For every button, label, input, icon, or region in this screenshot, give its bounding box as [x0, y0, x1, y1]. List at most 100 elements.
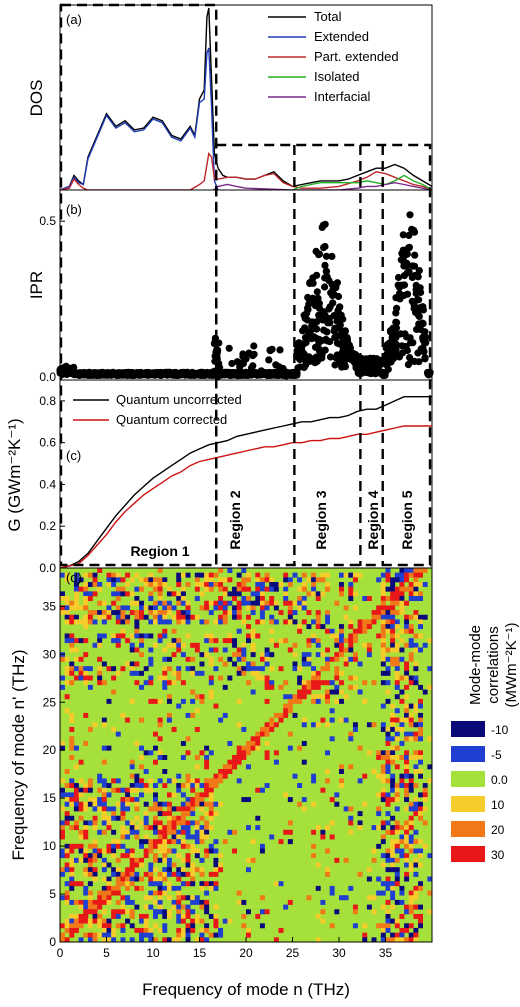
- ipr-point: [419, 344, 427, 352]
- heatmap-cell: [404, 600, 410, 606]
- heatmap-cell: [250, 605, 256, 611]
- heatmap-cell: [250, 736, 256, 742]
- heatmap-cell: [380, 834, 386, 840]
- heatmap-cell: [101, 801, 107, 807]
- heatmap-cell: [255, 913, 261, 919]
- heatmap-cell: [87, 591, 93, 597]
- heatmap-cell: [385, 778, 391, 784]
- heatmap-cell: [264, 600, 270, 606]
- heatmap-cell: [404, 792, 410, 798]
- heatmap-cell: [73, 591, 79, 597]
- heatmap-cell: [148, 591, 154, 597]
- heatmap-cell: [199, 937, 205, 943]
- heatmap-cell: [153, 582, 158, 587]
- heatmap-cell: [418, 769, 423, 774]
- heatmap-cell: [348, 638, 354, 644]
- heatmap-cell: [97, 675, 103, 681]
- heatmap-cell: [413, 848, 419, 854]
- heatmap-cell: [162, 909, 168, 915]
- heatmap-cell: [166, 801, 172, 807]
- heatmap-cell: [87, 857, 93, 863]
- heatmap-cell: [273, 712, 279, 718]
- heatmap-cell: [408, 773, 414, 779]
- heatmap-cell: [120, 871, 126, 877]
- dos-series-line: [59, 7, 433, 191]
- heatmap-cell: [153, 605, 158, 611]
- heatmap-cell: [413, 871, 419, 877]
- heatmap-cell: [408, 582, 414, 587]
- heatmap-cell: [273, 937, 279, 943]
- heatmap-cell: [115, 586, 121, 592]
- heatmap-cell: [153, 815, 158, 821]
- heatmap-cell: [73, 820, 79, 826]
- heatmap-cell: [83, 787, 89, 793]
- ipr-point: [328, 252, 336, 260]
- heatmap-cell: [390, 638, 396, 644]
- heatmap-cell: [125, 638, 131, 644]
- heatmap-cell: [264, 909, 270, 915]
- heatmap-cell: [269, 717, 275, 723]
- heatmap-cell: [385, 568, 391, 573]
- heatmap-ytick-label: 10: [43, 839, 57, 853]
- heatmap-cell: [83, 783, 89, 789]
- heatmap-cell: [120, 909, 126, 915]
- heatmap-cell: [287, 899, 293, 905]
- ipr-point: [330, 312, 338, 320]
- heatmap-cell: [190, 909, 196, 915]
- ipr-point: [405, 231, 413, 240]
- heatmap-cell: [255, 670, 261, 676]
- panel-label-d: (d): [66, 570, 82, 585]
- heatmap-cell: [73, 605, 79, 611]
- colorbar-swatch: [451, 796, 485, 812]
- heatmap-cell: [153, 876, 158, 882]
- heatmap-cell: [60, 684, 65, 690]
- heatmap-cell: [246, 586, 251, 592]
- heatmap-cell: [83, 899, 89, 905]
- heatmap-cell: [408, 755, 414, 760]
- heatmap-cell: [246, 596, 251, 602]
- heatmap-cell: [315, 670, 321, 676]
- heatmap-cell: [418, 862, 423, 868]
- heatmap-cell: [204, 577, 210, 583]
- heatmap-cell: [73, 596, 79, 602]
- heatmap-cell: [83, 834, 89, 840]
- heatmap-cell: [199, 904, 205, 910]
- heatmap-cell: [413, 577, 419, 583]
- heatmap-cell: [213, 923, 219, 929]
- heatmap-cell: [329, 923, 335, 929]
- heatmap-cell: [92, 582, 98, 587]
- heatmap-cell: [166, 778, 172, 784]
- heatmap-cell: [390, 605, 396, 611]
- heatmap-cell: [176, 642, 182, 648]
- heatmap-cell: [64, 769, 70, 774]
- heatmap-cell: [227, 600, 233, 606]
- heatmap-cell: [390, 862, 396, 868]
- heatmap-cell: [334, 909, 340, 915]
- heatmap-cell: [213, 638, 219, 644]
- heatmap-cell: [162, 890, 168, 896]
- heatmap-cell: [60, 848, 65, 854]
- heatmap-cell: [69, 614, 75, 620]
- heatmap-cell: [115, 839, 121, 845]
- heatmap-cell: [69, 647, 75, 653]
- heatmap-cell: [139, 764, 144, 770]
- heatmap-cell: [339, 628, 344, 634]
- heatmap-cell: [92, 937, 98, 943]
- heatmap-cell: [264, 783, 270, 789]
- heatmap-cell: [283, 680, 289, 686]
- heatmap-cell: [385, 876, 391, 882]
- heatmap-cell: [83, 913, 89, 919]
- heatmap-cell: [64, 811, 70, 817]
- heatmap-cell: [408, 890, 414, 896]
- heatmap-cell: [250, 745, 256, 751]
- heatmap-cell: [380, 773, 386, 779]
- heatmap-cell: [78, 619, 84, 625]
- heatmap-cell: [399, 591, 405, 597]
- heatmap-cell: [69, 680, 75, 686]
- heatmap-cell: [399, 899, 405, 905]
- heatmap-cell: [287, 698, 293, 704]
- heatmap-cell: [176, 596, 182, 602]
- heatmap-cell: [292, 712, 298, 718]
- heatmap-cell: [292, 652, 298, 658]
- heatmap-cell: [139, 600, 144, 606]
